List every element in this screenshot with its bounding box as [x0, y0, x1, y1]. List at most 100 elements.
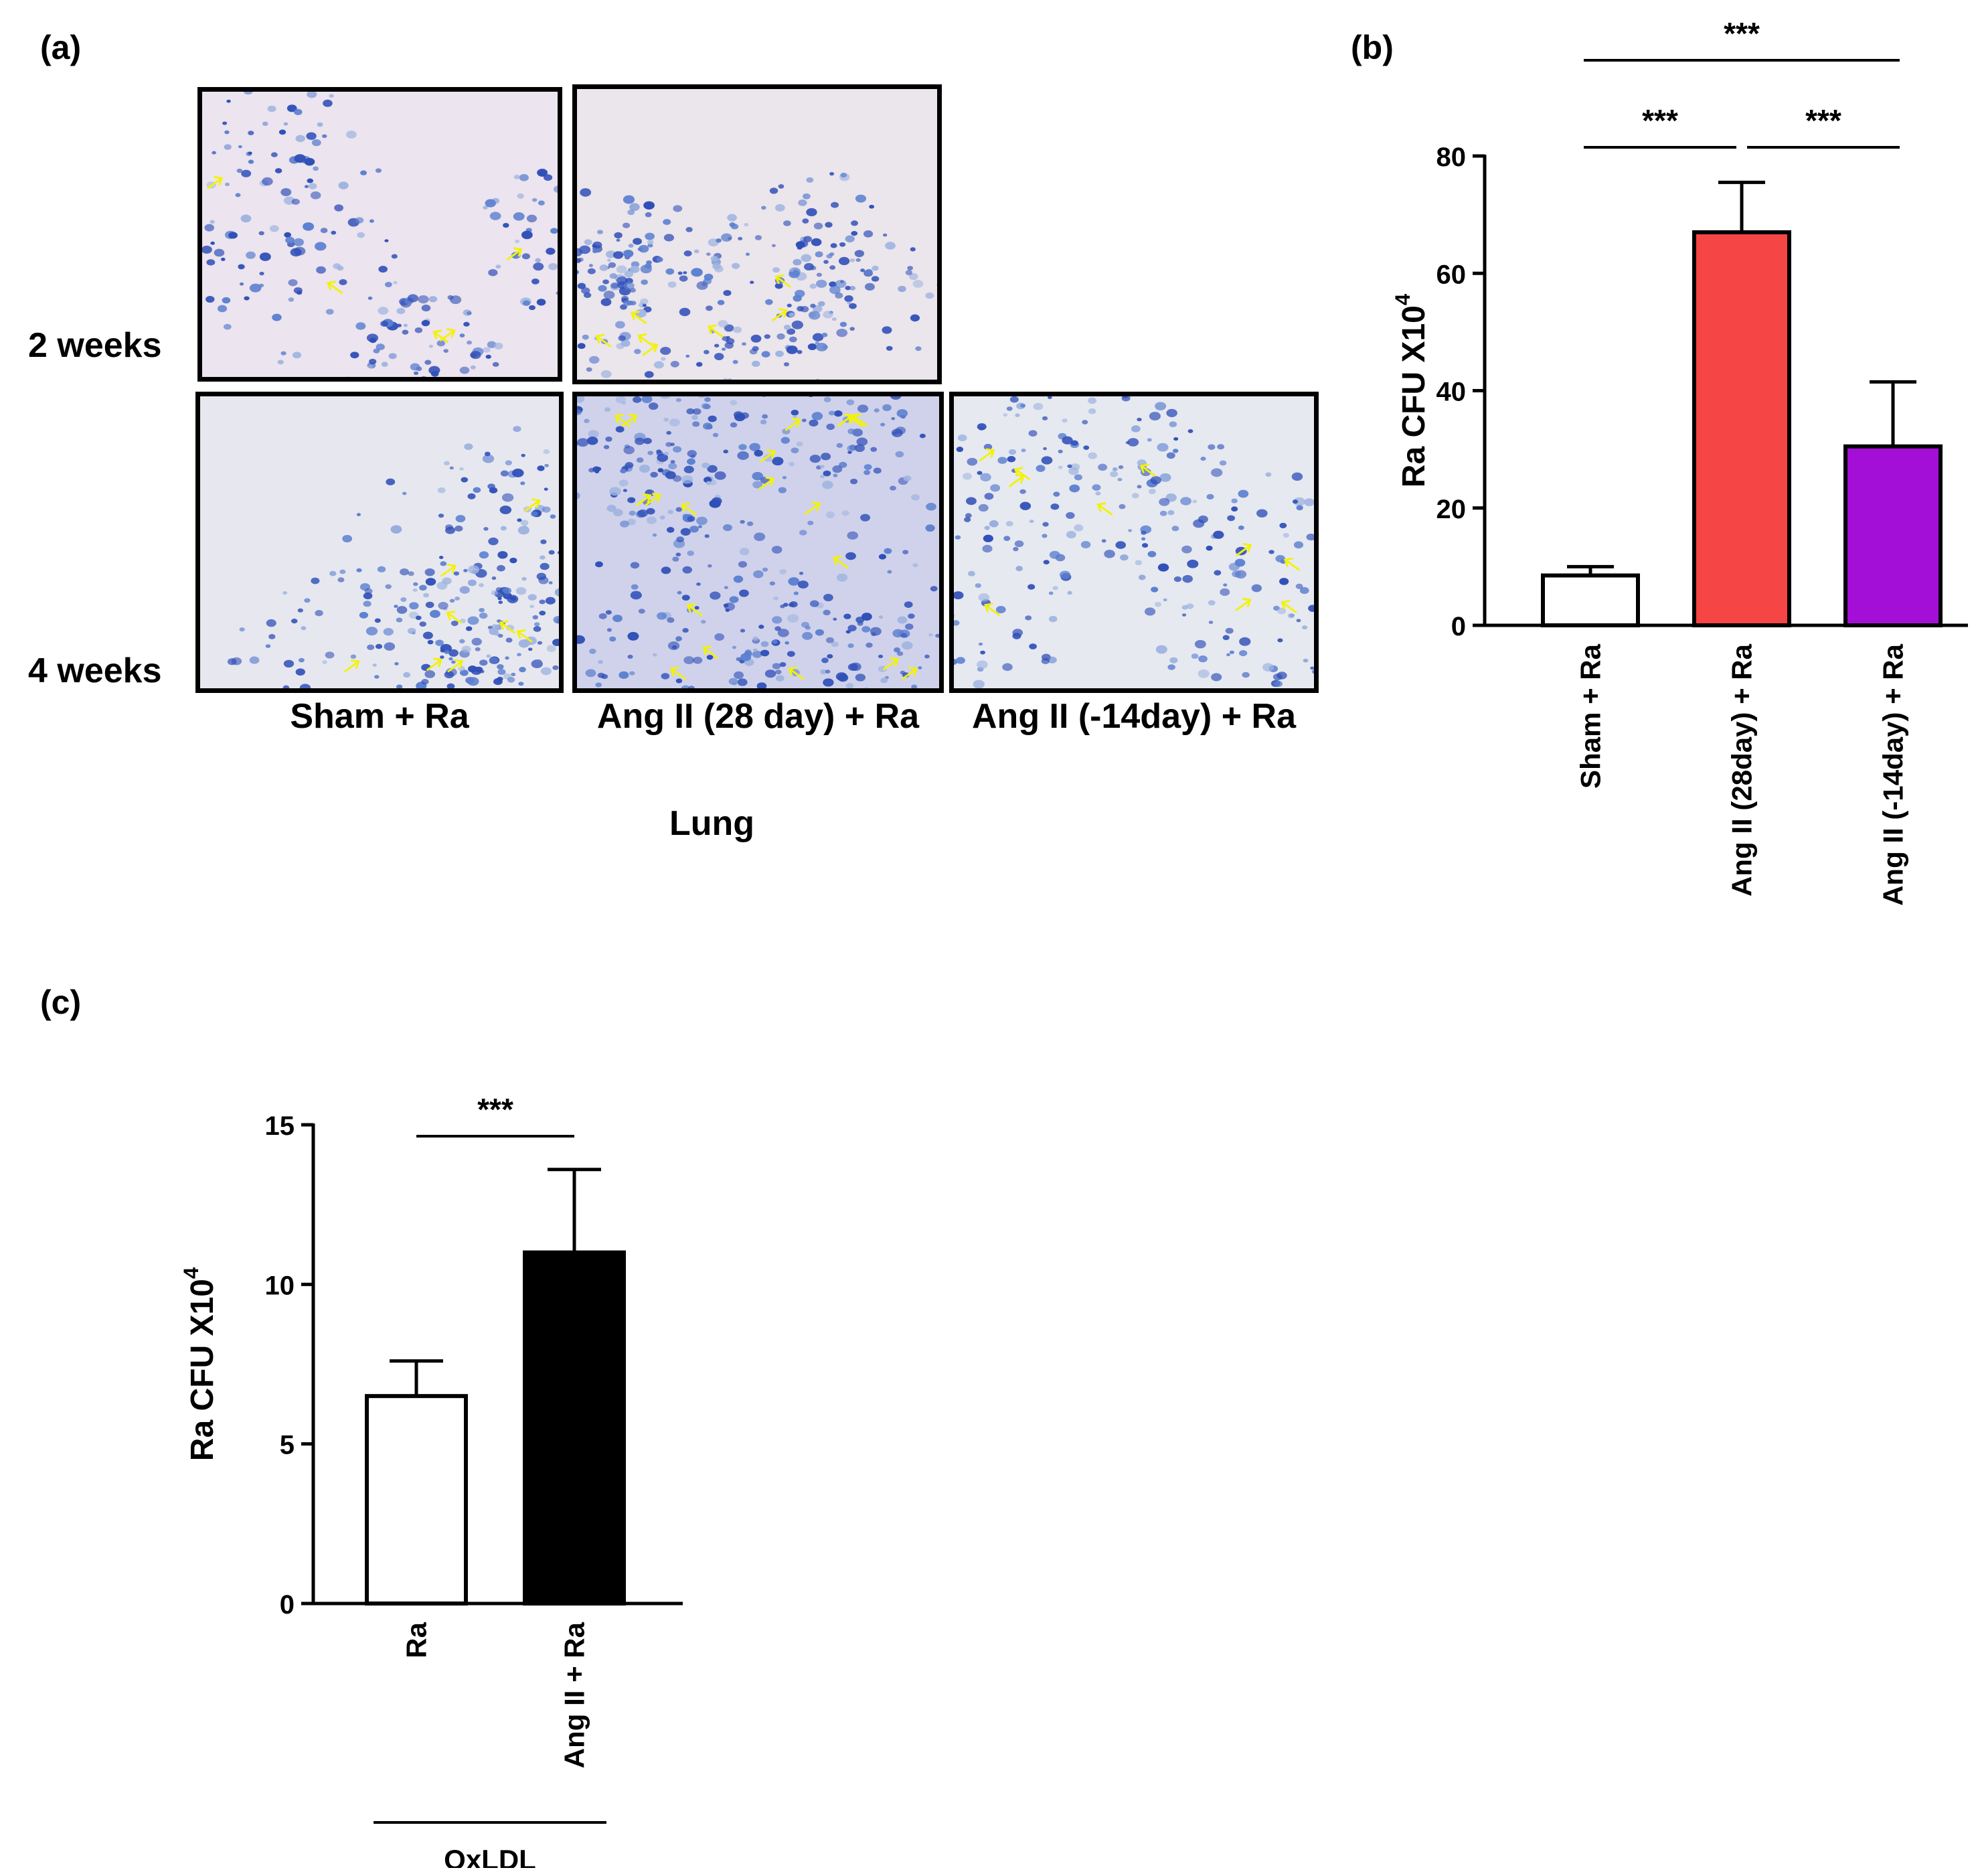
cell-nucleus — [1159, 473, 1171, 482]
cell-nucleus — [977, 660, 988, 669]
cell-nucleus — [823, 311, 833, 319]
cell-nucleus — [839, 242, 846, 247]
cell-nucleus — [811, 412, 823, 420]
cell-nucleus — [546, 645, 556, 652]
cell-nucleus — [298, 657, 305, 663]
cell-nucleus — [688, 686, 695, 688]
cell-nucleus — [912, 280, 924, 288]
cell-nucleus — [746, 521, 754, 526]
cell-nucleus — [892, 431, 898, 435]
cell-nucleus — [205, 295, 215, 303]
cell-nucleus — [577, 396, 585, 403]
cell-nucleus — [839, 461, 847, 468]
cell-nucleus — [708, 415, 717, 422]
cell-nucleus — [615, 321, 625, 329]
cell-nucleus — [829, 265, 836, 270]
cell-nucleus — [668, 463, 677, 470]
cell-nucleus — [656, 451, 663, 456]
cell-nucleus — [222, 297, 231, 304]
cell-nucleus — [440, 561, 447, 566]
cell-nucleus — [762, 396, 766, 398]
cell-nucleus — [1171, 526, 1179, 532]
cell-nucleus — [592, 244, 597, 248]
cell-nucleus — [1238, 525, 1244, 530]
cell-nucleus — [533, 622, 540, 627]
cell-nucleus — [1208, 444, 1216, 450]
yellow-arrow-icon — [771, 308, 788, 322]
cell-nucleus — [1287, 613, 1295, 619]
cell-nucleus — [787, 303, 792, 307]
cell-nucleus — [623, 282, 635, 290]
cell-nucleus — [521, 453, 525, 457]
cell-nucleus — [325, 309, 334, 315]
cell-nucleus — [652, 653, 657, 657]
cell-nucleus — [461, 477, 469, 483]
cell-nucleus — [502, 587, 512, 595]
cell-nucleus — [1042, 522, 1049, 527]
cell-nucleus — [366, 333, 379, 343]
yellow-arrow-icon — [621, 413, 638, 427]
cell-nucleus — [1231, 506, 1238, 512]
cell-nucleus — [552, 639, 559, 647]
cell-nucleus — [619, 671, 629, 679]
cell-nucleus — [754, 532, 766, 542]
cell-nucleus — [1193, 519, 1205, 528]
cell-nucleus — [831, 317, 837, 321]
cell-nucleus — [309, 183, 317, 189]
bar — [365, 1394, 468, 1606]
cell-nucleus — [553, 615, 559, 624]
cell-nucleus — [355, 322, 366, 330]
cell-nucleus — [325, 651, 335, 659]
cell-nucleus — [831, 641, 839, 647]
cell-nucleus — [378, 307, 389, 315]
panel-a-label: (a) — [40, 29, 82, 66]
cell-nucleus — [485, 199, 496, 208]
cell-nucleus — [845, 235, 855, 243]
cell-nucleus — [1062, 436, 1073, 445]
cell-nucleus — [734, 412, 746, 422]
cell-nucleus — [685, 227, 693, 232]
cell-nucleus — [754, 449, 763, 457]
cell-nucleus — [531, 198, 538, 202]
cell-nucleus — [407, 627, 416, 635]
cell-nucleus — [499, 505, 512, 515]
cell-nucleus — [1074, 524, 1084, 532]
cell-nucleus — [295, 668, 305, 676]
cell-nucleus — [749, 443, 760, 451]
cell-nucleus — [540, 667, 552, 676]
cell-nucleus — [743, 455, 748, 459]
yellow-arrow-icon — [837, 413, 853, 427]
cell-nucleus — [497, 669, 506, 676]
cell-nucleus — [1092, 484, 1101, 491]
cell-nucleus — [835, 279, 847, 289]
cell-nucleus — [645, 232, 655, 240]
cell-nucleus — [540, 555, 546, 560]
cell-nucleus — [659, 515, 665, 520]
cell-nucleus — [802, 218, 809, 224]
cell-nucleus — [262, 177, 273, 186]
cell-nucleus — [536, 659, 542, 663]
cell-nucleus — [471, 637, 482, 646]
cell-nucleus — [240, 214, 252, 223]
cell-nucleus — [489, 627, 499, 635]
yellow-arrow-icon — [327, 281, 343, 295]
cell-nucleus — [577, 492, 580, 499]
cell-nucleus — [878, 654, 884, 659]
cell-nucleus — [780, 437, 791, 444]
cell-nucleus — [589, 648, 596, 654]
cell-nucleus — [724, 341, 734, 349]
cell-nucleus — [639, 465, 651, 473]
cell-nucleus — [1083, 445, 1090, 450]
cell-nucleus — [787, 328, 796, 335]
cell-nucleus — [316, 266, 326, 274]
yellow-arrow-icon — [614, 413, 631, 427]
cell-nucleus — [473, 487, 481, 493]
cell-nucleus — [833, 410, 843, 417]
cell-nucleus — [805, 625, 811, 630]
cell-nucleus — [365, 627, 378, 636]
cell-nucleus — [829, 281, 837, 287]
cell-nucleus — [484, 451, 491, 457]
cell-nucleus — [912, 563, 918, 568]
cell-nucleus — [956, 657, 965, 664]
cell-nucleus — [902, 550, 909, 554]
